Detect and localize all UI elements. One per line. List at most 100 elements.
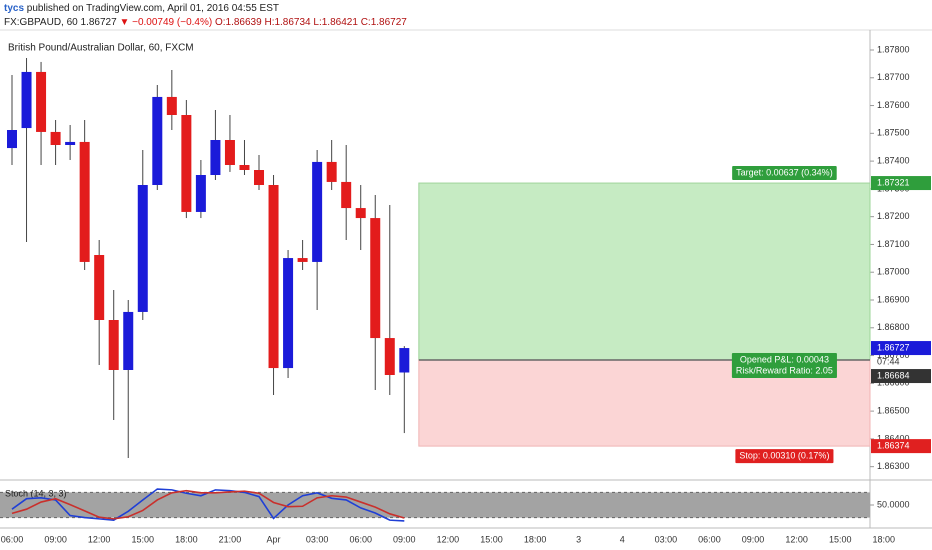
candle-body: [108, 320, 119, 370]
y-tick-label: 1.87600: [877, 100, 910, 110]
ohlc-open: O:1.86639: [215, 17, 262, 28]
ohlc-close: C:1.86727: [361, 17, 408, 28]
chart-title: British Pound/Australian Dollar, 60, FXC…: [8, 43, 194, 54]
candle-body: [21, 71, 32, 129]
candle-body: [79, 141, 90, 262]
y-tick-label: 1.86900: [877, 294, 910, 304]
last-price: 1.86727: [81, 17, 118, 28]
candle-body: [166, 96, 177, 115]
x-tick-label: 15:00: [132, 534, 155, 544]
indicator-title: Stoch (14, 3, 3): [5, 488, 67, 498]
header-line: tycs published on TradingView.com, April…: [4, 3, 279, 14]
stop-price: 1.86374: [877, 440, 910, 450]
x-tick-label: 15:00: [829, 534, 852, 544]
x-tick-label: 18:00: [524, 534, 547, 544]
candle-body: [224, 140, 235, 165]
candle-body: [7, 130, 17, 149]
candle-body: [355, 208, 366, 219]
pl-label: Risk/Reward Ratio: 2.05: [736, 365, 833, 375]
y-tick-label: 1.87700: [877, 72, 910, 82]
last-price-bg: [871, 341, 931, 356]
y-tick-label: 1.87100: [877, 239, 910, 249]
candle-body: [268, 185, 279, 369]
x-tick-label: 06:00: [698, 534, 721, 544]
target-label-box: Target: 0.00637 (0.34%): [732, 166, 837, 181]
x-tick-label: 12:00: [88, 534, 111, 544]
y-tick-label: 1.86500: [877, 405, 910, 415]
stop-label-box: Stop: 0.00310 (0.17%): [735, 449, 834, 464]
target-zone: [418, 182, 871, 361]
x-tick-label: 03:00: [655, 534, 678, 544]
author[interactable]: tycs: [4, 3, 24, 14]
candle-body: [123, 311, 134, 370]
candle-body: [283, 258, 294, 369]
candle-body: [50, 131, 61, 145]
candle-body: [341, 181, 352, 209]
x-tick-label: 18:00: [175, 534, 198, 544]
candle-body: [384, 338, 395, 375]
x-tick-label: 03:00: [306, 534, 329, 544]
candle-body: [370, 218, 381, 339]
last-price: 1.86727: [877, 342, 910, 352]
countdown: 07:44: [877, 356, 900, 366]
candle-body: [254, 170, 265, 185]
target-label-bg: [732, 166, 837, 181]
y-tick-label: 50.0000: [877, 499, 910, 509]
entry-price-bg: [871, 369, 931, 384]
target-label: Target: 0.00637 (0.34%): [736, 167, 833, 177]
stop-label: Stop: 0.00310 (0.17%): [739, 450, 829, 460]
candle-body: [152, 96, 163, 185]
candle-body: [326, 161, 337, 182]
candle-body: [94, 255, 105, 320]
x-tick-label: Apr: [267, 534, 281, 544]
x-tick-label: 12:00: [785, 534, 808, 544]
stop-price-bg: [871, 439, 931, 454]
candle-body: [312, 161, 323, 262]
x-tick-label: 09:00: [44, 534, 67, 544]
change: ▼ −0.00749 (−0.4%): [119, 17, 212, 28]
target-price-bg: [871, 176, 931, 191]
x-tick-label: 3: [576, 534, 581, 544]
x-tick-label: 18:00: [873, 534, 896, 544]
entry-price: 1.86684: [877, 370, 910, 380]
candle-body: [210, 140, 221, 175]
candle-body: [239, 165, 250, 170]
y-tick-label: 1.87500: [877, 128, 910, 138]
candle-body: [137, 185, 148, 312]
target-price: 1.87321: [877, 177, 910, 187]
x-tick-label: 12:00: [437, 534, 460, 544]
x-tick-label: 09:00: [742, 534, 765, 544]
ohlc-low: L:1.86421: [313, 17, 358, 28]
candle-body: [399, 348, 410, 373]
candle-body: [195, 175, 206, 212]
stop-label-bg: [735, 449, 834, 464]
candle-body: [65, 141, 76, 145]
indicator-line: [11, 489, 405, 520]
published-text: published on TradingView.com, April 01, …: [27, 3, 279, 14]
y-tick-label: 1.87200: [877, 211, 910, 221]
x-tick-label: 4: [620, 534, 625, 544]
candle-body: [297, 258, 308, 262]
x-tick-label: 06:00: [1, 534, 24, 544]
y-tick-label: 1.86300: [877, 461, 910, 471]
x-tick-label: 15:00: [480, 534, 503, 544]
pl-label: Opened P&L: 0.00043: [740, 354, 829, 364]
y-tick-label: 1.86400: [877, 433, 910, 443]
x-tick-label: 06:00: [349, 534, 372, 544]
ohlc-high: H:1.86734: [264, 17, 311, 28]
candle-body: [181, 115, 192, 212]
stoch-band: [0, 492, 870, 518]
y-tick-label: 1.87800: [877, 44, 910, 54]
symbol: FX:GBPAUD, 60: [4, 17, 78, 28]
y-tick-label: 1.87000: [877, 267, 910, 277]
symbol-line: FX:GBPAUD, 60 1.86727 ▼ −0.00749 (−0.4%)…: [4, 17, 407, 28]
y-tick-label: 1.87400: [877, 155, 910, 165]
candle-body: [36, 71, 47, 132]
x-tick-label: 21:00: [219, 534, 242, 544]
y-tick-label: 1.86800: [877, 322, 910, 332]
pl-label-bg: [731, 353, 837, 378]
x-tick-label: 09:00: [393, 534, 416, 544]
